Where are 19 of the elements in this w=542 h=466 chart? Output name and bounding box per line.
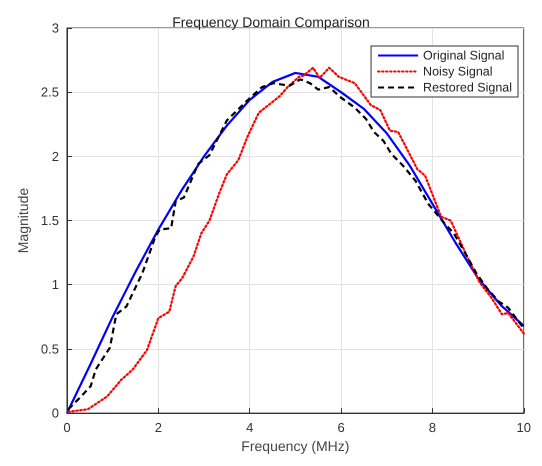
y-tick-label: 0 xyxy=(52,406,59,421)
y-tick-label: 2 xyxy=(52,148,59,164)
legend-label: Restored Signal xyxy=(423,80,512,94)
y-axis-title: Magnitude xyxy=(15,188,31,254)
y-tick-label: 1 xyxy=(52,277,59,292)
x-axis-title: Frequency (MHz) xyxy=(241,438,350,454)
x-tick-label: 4 xyxy=(246,420,254,436)
chart-title: Frequency Domain Comparison xyxy=(172,14,370,30)
x-tick-label: 2 xyxy=(154,420,162,436)
y-tick-label: 0.5 xyxy=(40,341,59,356)
y-tick-label: 2.5 xyxy=(40,84,59,100)
x-tick-label: 6 xyxy=(337,420,345,436)
y-tick-label: 3 xyxy=(52,20,59,36)
x-tick-label: 8 xyxy=(428,420,436,436)
x-tick-label: 10 xyxy=(516,420,532,436)
y-tick-label: 1.5 xyxy=(40,213,59,228)
legend-label: Noisy Signal xyxy=(423,64,493,78)
legend-label: Original Signal xyxy=(423,48,504,62)
x-tick-label: 0 xyxy=(63,420,71,436)
